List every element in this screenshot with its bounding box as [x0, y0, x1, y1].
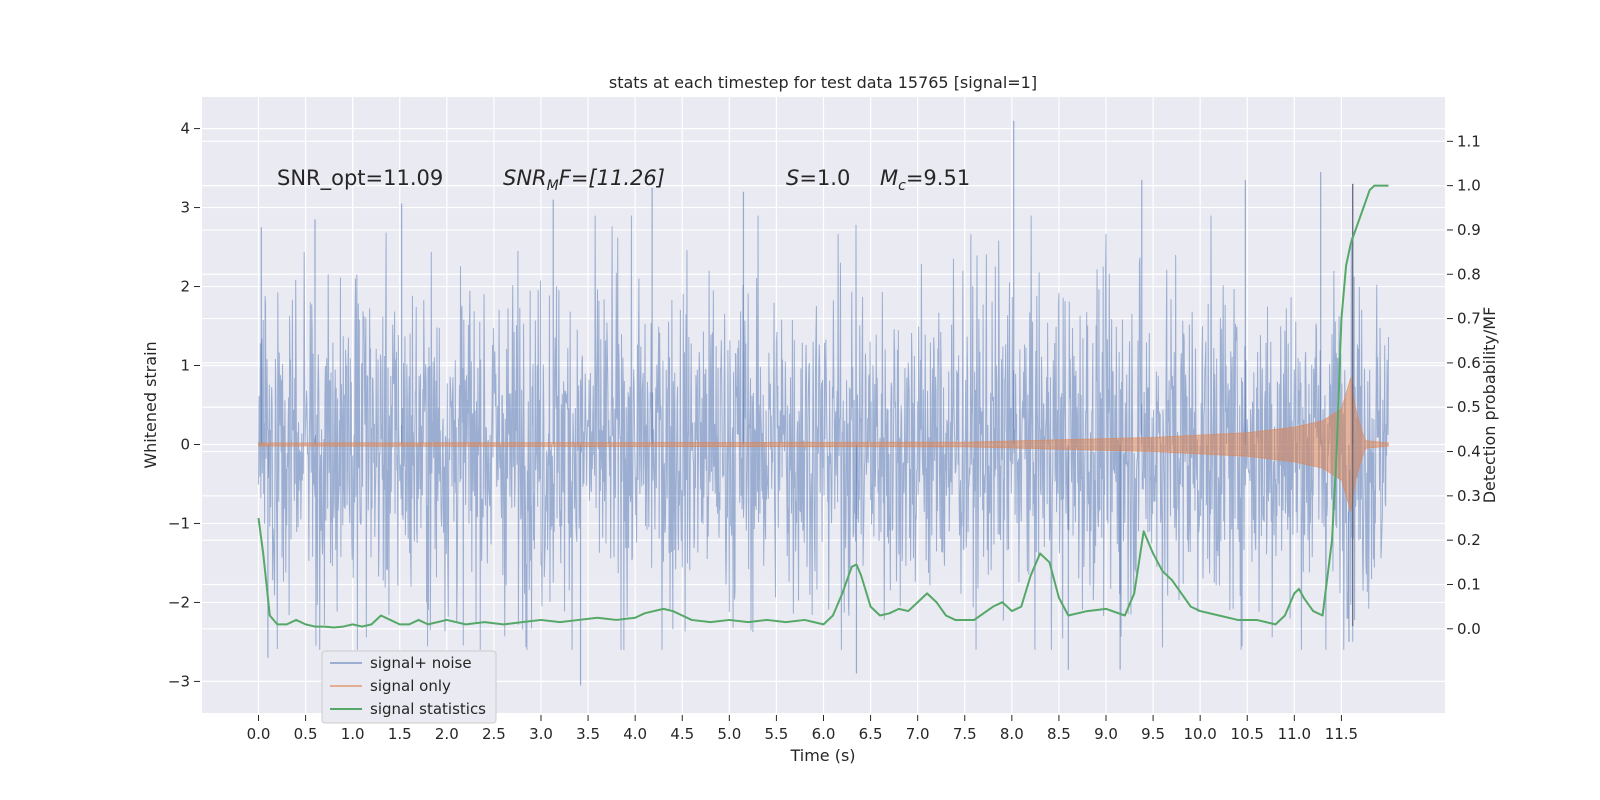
y-right-tick-label: 0.8 — [1457, 265, 1481, 283]
y-right-tick-label: 0.6 — [1457, 354, 1481, 372]
x-tick-label: 7.5 — [953, 725, 977, 743]
x-tick-label: 11.5 — [1325, 725, 1358, 743]
x-tick-label: 10.0 — [1183, 725, 1216, 743]
y-right-tick-label: 1.0 — [1457, 177, 1481, 195]
annotation-mc: Mc=9.51 — [880, 166, 970, 194]
x-tick-label: 8.0 — [1000, 725, 1024, 743]
y-right-axis-label: Detection probability/MF — [1480, 307, 1499, 504]
y-tick-label: 1 — [180, 357, 190, 375]
x-tick-label: 0.0 — [247, 725, 271, 743]
x-tick-label: 3.5 — [576, 725, 600, 743]
annotation-s: S=1.0 — [786, 166, 850, 190]
x-axis-ticks: 0.0 0.5 1.0 1.5 2.0 2.5 3.0 3.5 4.0 4.5 5.0 5.5 6.0 6… — [247, 715, 1358, 743]
x-tick-label: 8.5 — [1047, 725, 1071, 743]
y-tick-label: −1 — [168, 514, 190, 532]
x-tick-label: 6.5 — [859, 725, 883, 743]
x-tick-label: 10.5 — [1231, 725, 1264, 743]
legend: signal+ noise signal only signal statist… — [321, 650, 497, 724]
y-tick-label: 4 — [180, 120, 190, 138]
x-tick-label: 1.0 — [341, 725, 365, 743]
x-tick-label: 9.0 — [1094, 725, 1118, 743]
x-tick-label: 6.0 — [812, 725, 836, 743]
y-right-tick-label: 1.1 — [1457, 132, 1481, 150]
x-tick-label: 4.0 — [623, 725, 647, 743]
y-tick-label: −3 — [168, 672, 190, 690]
x-tick-label: 1.5 — [388, 725, 412, 743]
legend-entry-signal-only: signal only — [370, 677, 451, 695]
y-right-tick-label: 0.3 — [1457, 487, 1481, 505]
legend-entry-signal-plus-noise: signal+ noise — [370, 654, 472, 672]
series-signal-only — [258, 183, 1389, 627]
x-tick-label: 9.5 — [1141, 725, 1165, 743]
y-right-tick-label: 0.5 — [1457, 398, 1481, 416]
y-axis-ticks: 4 3 2 1 0 −1 −2 −3 — [168, 120, 200, 690]
y-right-tick-label: 0.0 — [1457, 620, 1481, 638]
chart-title: stats at each timestep for test data 157… — [609, 73, 1037, 92]
x-tick-label: 2.0 — [435, 725, 459, 743]
y-right-tick-label: 0.4 — [1457, 443, 1481, 461]
y-axis-label: Whitened strain — [141, 341, 160, 468]
x-tick-label: 0.5 — [294, 725, 318, 743]
y-tick-label: 2 — [180, 278, 190, 296]
x-tick-label: 5.5 — [764, 725, 788, 743]
y-tick-label: 0 — [180, 435, 190, 453]
x-tick-label: 7.0 — [906, 725, 930, 743]
y-tick-label: −2 — [168, 593, 190, 611]
x-tick-label: 3.0 — [529, 725, 553, 743]
y-right-tick-label: 0.2 — [1457, 531, 1481, 549]
series-signal-statistics — [257, 184, 1389, 629]
annotation-snr-opt: SNR_opt=11.09 — [277, 166, 443, 191]
annotation-snr-mf: SNRMF=[11.26] — [503, 166, 665, 194]
signal-only-line — [258, 377, 1389, 512]
legend-entry-signal-statistics: signal statistics — [370, 700, 486, 718]
x-tick-label: 2.5 — [482, 725, 506, 743]
y-right-axis-ticks: 1.1 1.0 0.9 0.8 0.7 0.6 0.5 0.4 0.3 0.2 0.1 0.0 — [1447, 132, 1481, 638]
y-right-tick-label: 0.1 — [1457, 575, 1481, 593]
y-tick-label: 3 — [180, 199, 190, 217]
x-tick-label: 11.0 — [1278, 725, 1311, 743]
y-right-tick-label: 0.9 — [1457, 221, 1481, 239]
signal-statistics-line — [257, 184, 1389, 629]
x-tick-label: 5.0 — [717, 725, 741, 743]
x-tick-label: 4.5 — [670, 725, 694, 743]
y-right-tick-label: 0.7 — [1457, 310, 1481, 328]
x-axis-label: Time (s) — [789, 746, 855, 765]
